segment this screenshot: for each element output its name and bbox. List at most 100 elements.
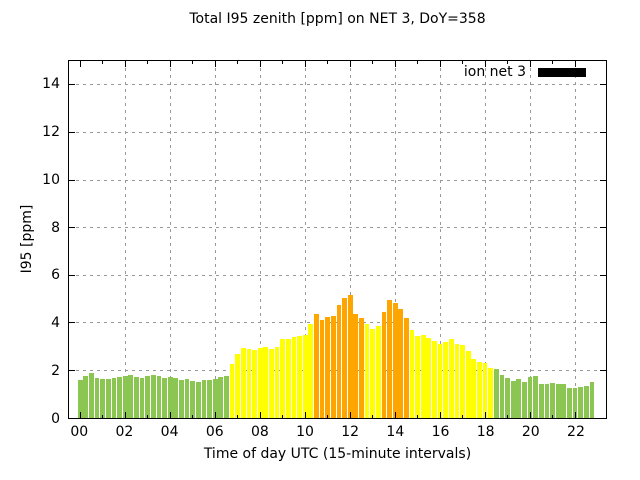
gridline-x-12 [349,61,351,418]
x-tick-mark-bottom [484,412,486,418]
bar-21:30 [561,383,567,418]
x-tick-mark-bottom [259,412,261,418]
gridline-x-20 [529,61,531,418]
x-tick-mark-bottom [192,415,194,418]
bar-14:00 [392,302,398,418]
legend-swatch-icon [538,67,586,77]
bar-20:30 [538,383,544,418]
x-tick-mark-top [507,61,509,64]
x-tick-mark-top [417,61,419,64]
bar-01:45 [117,377,122,418]
bar-00:00 [77,379,83,418]
bar-18:15 [488,368,494,418]
x-axis-label: Time of day UTC (15-minute intervals) [203,446,472,462]
bar-04:45 [184,379,190,418]
x-tick-label-18: 18 [476,424,495,440]
x-tick-mark-top [439,61,441,67]
bar-09:15 [285,339,291,418]
y-tick-label-2: 2 [51,363,60,380]
legend-label: ion net 3 [463,64,526,80]
bar-00:15 [83,376,89,418]
bar-22:30 [583,385,589,418]
bar-14:30 [403,318,409,418]
bar-10:00 [302,334,308,418]
bar-19:00 [505,377,510,418]
bar-03:00 [145,376,151,418]
x-tick-mark-top [169,61,171,67]
bar-13:15 [375,326,381,418]
gridline-x-08 [259,61,261,418]
bar-16:15 [443,341,449,418]
bar-18:00 [482,363,488,418]
y-tick-mark-left [69,227,75,229]
x-tick-mark-top [259,61,261,67]
plot-area: ion net 3 [68,60,607,419]
bar-11:45 [342,297,347,418]
bar-20:00 [527,377,533,418]
x-tick-mark-bottom [147,415,149,418]
bar-12:30 [359,318,364,418]
bar-14:15 [398,308,404,418]
x-tick-label-12: 12 [341,424,360,440]
x-tick-mark-bottom [214,412,216,418]
bar-15:45 [432,340,437,418]
x-tick-mark-top [79,61,81,67]
bar-04:00 [167,377,173,418]
bar-05:30 [201,380,207,418]
bar-02:30 [134,377,139,418]
y-axis-label: I95 [ppm] [19,204,35,274]
bar-21:00 [550,382,555,418]
x-tick-mark-bottom [282,415,284,418]
x-tick-mark-top [214,61,216,67]
bar-16:30 [448,339,454,418]
bar-22:00 [572,388,578,418]
y-tick-label-10: 10 [42,171,60,188]
x-tick-label-02: 02 [115,424,134,440]
bar-00:45 [94,377,100,418]
x-tick-mark-bottom [529,412,531,418]
x-tick-mark-bottom [417,415,419,418]
x-tick-label-06: 06 [205,424,224,440]
x-tick-mark-top [462,61,464,64]
x-tick-mark-bottom [124,412,126,418]
x-tick-mark-bottom [102,415,104,418]
x-tick-mark-top [102,61,104,64]
bar-22:45 [589,382,595,418]
bar-05:45 [207,379,212,418]
bar-17:45 [477,362,482,418]
x-tick-mark-top [147,61,149,64]
y-tick-mark-right [600,369,606,371]
bar-12:45 [364,324,370,418]
x-tick-mark-top [282,61,284,64]
bar-06:00 [212,378,218,418]
x-tick-mark-top [192,61,194,64]
bar-13:00 [370,328,376,418]
bar-15:30 [426,338,432,418]
x-tick-mark-bottom [372,415,374,418]
bar-22:15 [578,387,584,418]
y-tick-label-4: 4 [51,315,60,332]
bar-03:15 [150,374,156,418]
y-tick-label-14: 14 [42,75,60,92]
chart-title: Total I95 zenith [ppm] on NET 3, DoY=358 [189,11,486,27]
bar-02:15 [128,374,134,418]
bar-13:45 [387,300,392,418]
bar-01:00 [100,378,106,418]
x-tick-label-10: 10 [296,424,314,440]
bar-11:00 [325,316,331,418]
bar-08:15 [263,346,269,418]
x-tick-label-16: 16 [431,424,450,440]
bar-20:15 [533,376,539,418]
bar-17:00 [460,345,465,418]
y-tick-mark-right [600,131,606,133]
x-tick-mark-top [372,61,374,64]
x-tick-label-22: 22 [567,424,585,440]
y-tick-mark-left [69,274,75,276]
bar-07:00 [235,353,241,418]
y-tick-mark-left [69,179,75,181]
x-tick-mark-top [327,61,329,64]
bar-12:00 [347,295,353,418]
bar-02:00 [122,375,128,418]
y-tick-mark-right [600,84,606,86]
gridline-x-14 [394,61,396,418]
